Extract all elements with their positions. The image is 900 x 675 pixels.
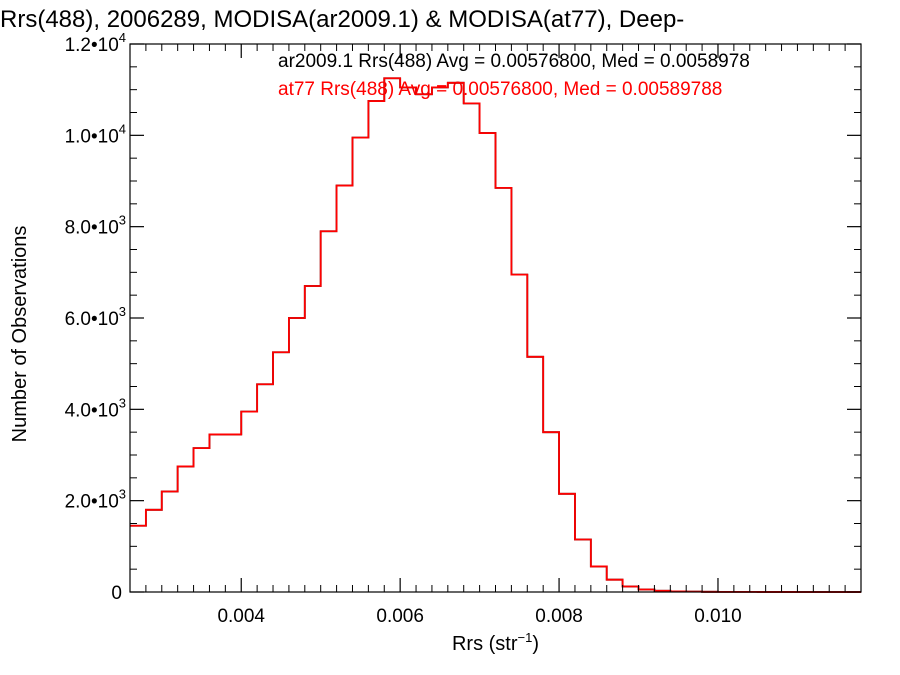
y-tick-label: 8.0•103 bbox=[65, 213, 126, 239]
x-tick-label: 0.010 bbox=[694, 606, 742, 627]
y-tick-label: 0 bbox=[111, 583, 122, 604]
y-tick-label: 6.0•103 bbox=[65, 304, 126, 330]
chart-title: Rrs(488), 2006289, MODISA(ar2009.1) & MO… bbox=[0, 6, 685, 33]
x-axis-label: Rrs (str−1) bbox=[452, 630, 539, 655]
x-tick-label: 0.008 bbox=[535, 606, 583, 627]
y-axis: 0 2.0•103 4.0•103 6.0•103 8.0•103 1.0•104 1.2•… bbox=[65, 30, 861, 604]
series-line-at77 bbox=[130, 77, 861, 593]
y-axis-label: Number of Observations bbox=[9, 226, 31, 443]
series-layer bbox=[130, 77, 861, 593]
x-tick-label: 0.004 bbox=[217, 606, 265, 627]
annotation-ar2009: ar2009.1 Rrs(488) Avg = 0.00576800, Med … bbox=[278, 51, 750, 72]
annotation-at77: at77 Rrs(488) Avg = 0.00576800, Med = 0.… bbox=[278, 79, 723, 100]
x-axis-label-text: Rrs (str bbox=[452, 633, 518, 655]
plot-frame bbox=[129, 43, 862, 593]
x-axis: 0.004 0.006 0.008 0.010 bbox=[129, 44, 862, 627]
x-axis-label-close: ) bbox=[532, 633, 539, 655]
y-tick-label: 4.0•103 bbox=[65, 395, 126, 421]
x-tick-label: 0.006 bbox=[376, 606, 424, 627]
y-tick-label: 2.0•103 bbox=[65, 487, 126, 513]
x-axis-label-sup: −1 bbox=[518, 630, 533, 645]
y-tick-label: 1.2•104 bbox=[65, 30, 126, 56]
y-tick-label: 1.0•104 bbox=[65, 121, 126, 147]
